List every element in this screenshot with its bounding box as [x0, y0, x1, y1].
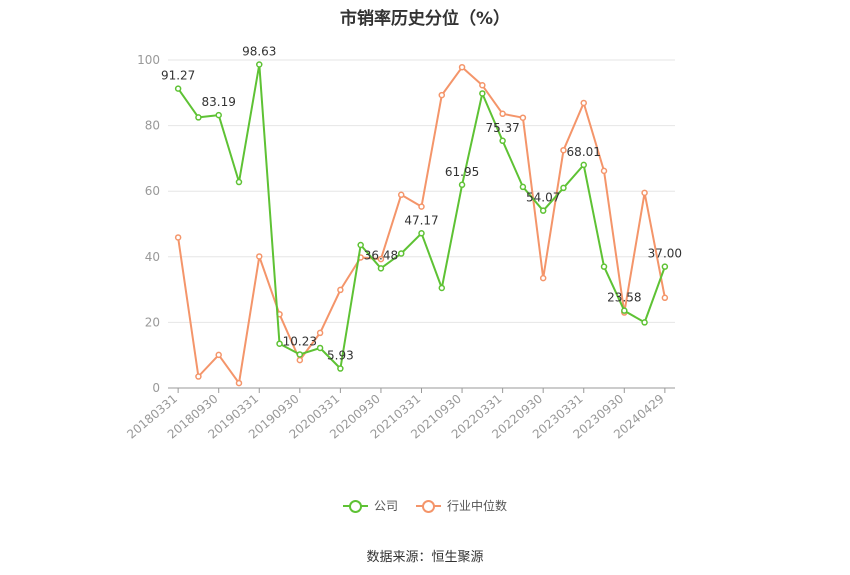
company-point	[397, 250, 405, 257]
company-point	[519, 183, 527, 191]
data-label: 91.27	[161, 69, 195, 83]
company-point	[621, 307, 628, 314]
data-label: 5.93	[327, 349, 354, 363]
company-point	[560, 184, 567, 192]
data-label: 37.00	[648, 247, 682, 261]
chart-title: 市销率历史分位（%）	[339, 9, 511, 29]
company-point	[600, 263, 608, 270]
legend: 公司 行业中位数	[0, 497, 850, 514]
industry-point	[256, 253, 263, 260]
company-point	[174, 85, 182, 92]
company-point	[458, 181, 466, 189]
company-point	[580, 161, 587, 169]
legend-company-label: 公司	[373, 499, 398, 513]
company-point	[357, 241, 364, 249]
y-tick-label: 100	[137, 53, 160, 67]
industry-point	[641, 189, 648, 197]
company-point	[479, 90, 486, 97]
industry-point	[195, 373, 202, 380]
company-point	[316, 344, 324, 352]
y-tick-label: 0	[152, 381, 160, 395]
industry-point	[316, 329, 324, 337]
legend-industry-marker	[416, 499, 441, 513]
y-tick-label: 80	[145, 119, 160, 133]
company-point	[235, 178, 243, 186]
industry-point	[337, 286, 344, 294]
company-point	[256, 61, 263, 68]
source-note: 数据来源：恒生聚源	[366, 550, 484, 565]
industry-point	[438, 91, 446, 99]
industry-point	[600, 167, 608, 175]
company-point	[296, 351, 304, 358]
y-tick-label: 60	[145, 184, 160, 198]
data-label: 68.01	[567, 145, 601, 159]
company-point	[661, 263, 669, 270]
legend-industry-label: 行业中位数	[447, 499, 508, 513]
company-point	[418, 230, 425, 237]
data-label: 47.17	[404, 213, 438, 227]
industry-point	[499, 110, 506, 118]
industry-point	[296, 356, 304, 364]
industry-point	[215, 351, 222, 359]
company-point	[195, 114, 202, 121]
company-point	[438, 284, 446, 292]
company-point	[539, 207, 547, 214]
industry-point	[580, 99, 587, 107]
industry-point	[479, 82, 486, 89]
data-label: 36.48	[364, 248, 398, 262]
company-point	[337, 365, 344, 372]
industry-point	[235, 379, 243, 387]
data-label: 75.37	[485, 121, 519, 135]
company-point	[641, 319, 648, 326]
industry-point	[458, 63, 466, 71]
data-label: 83.19	[202, 95, 236, 109]
industry-point	[539, 274, 547, 282]
y-tick-label: 40	[145, 250, 160, 264]
industry-point	[377, 255, 385, 263]
legend-company-marker	[342, 499, 368, 513]
company-point	[499, 137, 506, 145]
data-label: 23.58	[607, 291, 641, 305]
industry-point	[661, 294, 669, 302]
legend-item-industry[interactable]: 行业中位数	[416, 497, 507, 514]
company-point	[276, 340, 283, 347]
company-point	[377, 265, 385, 272]
data-label: 98.63	[242, 44, 276, 58]
data-label: 61.95	[445, 165, 479, 179]
y-tick-label: 20	[145, 315, 160, 329]
industry-point	[560, 146, 567, 154]
legend-item-company[interactable]: 公司	[342, 497, 398, 514]
industry-point	[519, 114, 527, 121]
industry-point	[418, 203, 425, 210]
data-label: 54.07	[526, 191, 560, 205]
company-point	[215, 111, 222, 119]
data-label: 10.23	[283, 334, 317, 348]
industry-point	[397, 191, 405, 199]
industry-point	[174, 234, 182, 241]
